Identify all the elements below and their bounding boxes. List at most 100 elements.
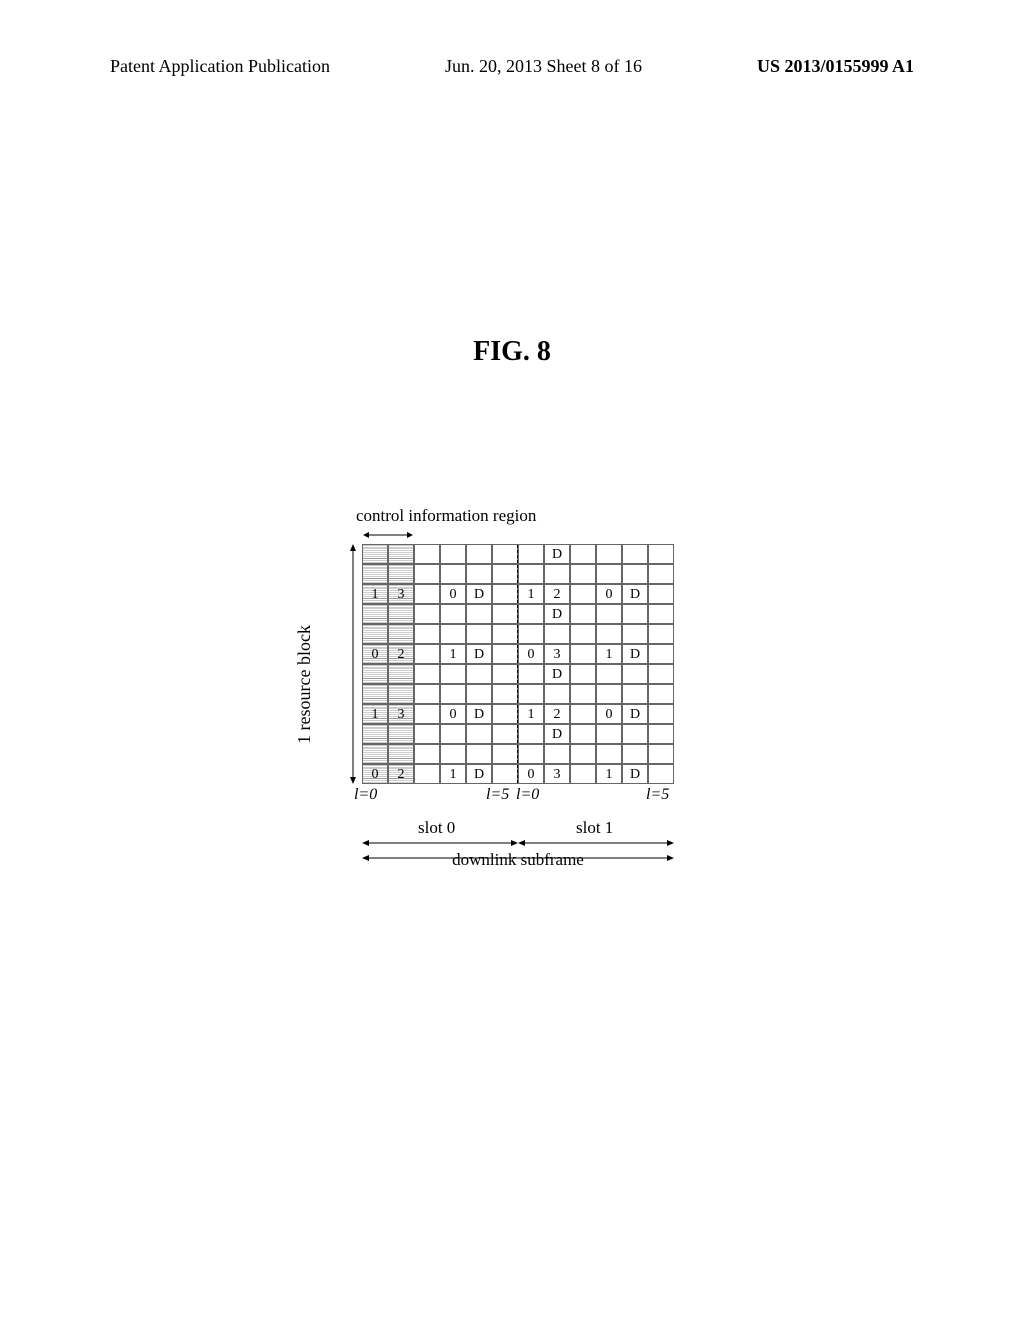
- grid-cell: [440, 684, 466, 704]
- grid-cell: 1: [362, 584, 388, 604]
- grid-cell: [414, 584, 440, 604]
- grid-cell: [648, 544, 674, 564]
- grid-area: D130D120DD021D031DD130D120DD021D031D: [362, 544, 720, 784]
- grid-cell: [362, 544, 388, 564]
- subframe-label: downlink subframe: [362, 850, 674, 870]
- grid-cell: [492, 704, 518, 724]
- grid-cell: [570, 664, 596, 684]
- grid-cell: [414, 744, 440, 764]
- diagram: control information region 1 resource bl…: [320, 506, 720, 878]
- grid-cell: [362, 624, 388, 644]
- grid-cell: [518, 684, 544, 704]
- page-header: Patent Application Publication Jun. 20, …: [0, 56, 1024, 77]
- grid-cell: [362, 564, 388, 584]
- grid-cell: 0: [440, 584, 466, 604]
- l-index-5b: l=5: [646, 786, 669, 804]
- grid-cell: [544, 744, 570, 764]
- grid-cell: [466, 564, 492, 584]
- grid-cell: [492, 544, 518, 564]
- slot0-arrow: [362, 838, 518, 848]
- grid-cell: [414, 764, 440, 784]
- grid-cell: [414, 604, 440, 624]
- grid-cell: [648, 764, 674, 784]
- grid-cell: D: [466, 644, 492, 664]
- grid-cell: [414, 664, 440, 684]
- grid-cell: [492, 724, 518, 744]
- resource-grid: D130D120DD021D031DD130D120DD021D031D: [362, 544, 720, 784]
- header-right: US 2013/0155999 A1: [757, 56, 914, 77]
- grid-cell: [518, 664, 544, 684]
- slot1-arrow: [518, 838, 674, 848]
- grid-cell: 2: [388, 764, 414, 784]
- grid-cell: D: [622, 704, 648, 724]
- grid-cell: 1: [518, 584, 544, 604]
- subframe-label-row: downlink subframe: [362, 850, 720, 878]
- grid-cell: [466, 624, 492, 644]
- grid-cell: [440, 744, 466, 764]
- grid-cell: [518, 624, 544, 644]
- grid-cell: [492, 684, 518, 704]
- grid-cell: [414, 684, 440, 704]
- grid-cell: [596, 684, 622, 704]
- grid-cell: [388, 604, 414, 624]
- grid-cell: [414, 644, 440, 664]
- grid-cell: [362, 724, 388, 744]
- grid-cell: 3: [544, 764, 570, 784]
- grid-cell: [570, 704, 596, 724]
- grid-cell: [596, 564, 622, 584]
- grid-cell: [596, 544, 622, 564]
- grid-cell: [622, 684, 648, 704]
- grid-cell: 0: [596, 584, 622, 604]
- grid-cell: [414, 544, 440, 564]
- header-left: Patent Application Publication: [110, 56, 330, 77]
- grid-cell: [414, 564, 440, 584]
- grid-cell: D: [622, 584, 648, 604]
- grid-cell: [596, 744, 622, 764]
- grid-cell: D: [544, 664, 570, 684]
- grid-cell: [440, 624, 466, 644]
- grid-cell: 0: [362, 644, 388, 664]
- grid-cell: [466, 664, 492, 684]
- grid-cell: 0: [518, 764, 544, 784]
- grid-cell: [466, 744, 492, 764]
- grid-cell: [648, 744, 674, 764]
- grid-cell: [492, 664, 518, 684]
- grid-cell: [388, 744, 414, 764]
- grid-cell: [570, 564, 596, 584]
- grid-cell: [570, 624, 596, 644]
- grid-cell: [648, 724, 674, 744]
- grid-cell: [362, 684, 388, 704]
- grid-cell: D: [544, 724, 570, 744]
- grid-cell: [518, 724, 544, 744]
- grid-cell: [388, 544, 414, 564]
- grid-cell: [492, 564, 518, 584]
- grid-cell: [518, 744, 544, 764]
- grid-cell: [414, 724, 440, 744]
- grid-cell: 1: [440, 644, 466, 664]
- grid-cell: [492, 744, 518, 764]
- grid-cell: [466, 544, 492, 564]
- symbol-index-labels: l=0 l=5 l=0 l=5: [362, 786, 720, 806]
- grid-cell: [622, 724, 648, 744]
- resource-block-arrow: [348, 544, 358, 784]
- grid-cell: [570, 724, 596, 744]
- grid-cell: 3: [388, 704, 414, 724]
- grid-cell: [622, 564, 648, 584]
- grid-cell: [492, 644, 518, 664]
- grid-cell: 1: [518, 704, 544, 724]
- grid-cell: [492, 584, 518, 604]
- grid-cell: D: [466, 704, 492, 724]
- grid-cell: 3: [388, 584, 414, 604]
- grid-cell: 1: [440, 764, 466, 784]
- grid-cell: 1: [596, 644, 622, 664]
- grid-cell: [414, 704, 440, 724]
- grid-cell: [362, 744, 388, 764]
- grid-cell: [544, 564, 570, 584]
- grid-cell: [570, 544, 596, 564]
- grid-cell: [388, 624, 414, 644]
- grid-cell: [596, 604, 622, 624]
- l-index-0a: l=0: [354, 786, 377, 804]
- grid-cell: [596, 624, 622, 644]
- grid-cell: [648, 704, 674, 724]
- grid-cell: [570, 764, 596, 784]
